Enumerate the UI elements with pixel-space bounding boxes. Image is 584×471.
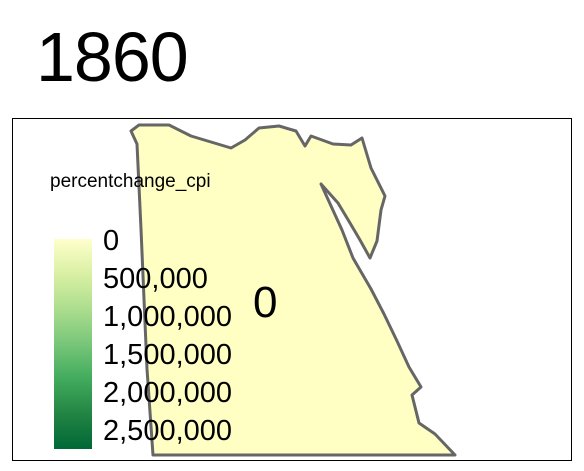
legend-label: 1,500,000 [103,339,233,371]
legend-labels: 0 500,000 1,000,000 1,500,000 2,000,000 … [103,226,232,454]
region-value-label: 0 [253,278,278,327]
legend-color-bar [54,239,92,449]
map-canvas [129,123,457,457]
legend-label: 1,000,000 [103,301,233,333]
year-title: 1860 [36,18,189,96]
map-panel: 0 percentchange_cpi 0 500,000 1,000,000 … [12,118,572,461]
legend-title: percentchange_cpi [50,171,211,192]
country-shape [129,123,457,457]
legend-label: 2,500,000 [103,415,233,447]
legend-label: 2,000,000 [103,377,233,409]
legend-label: 0 [103,225,120,257]
legend-label: 500,000 [103,263,208,295]
